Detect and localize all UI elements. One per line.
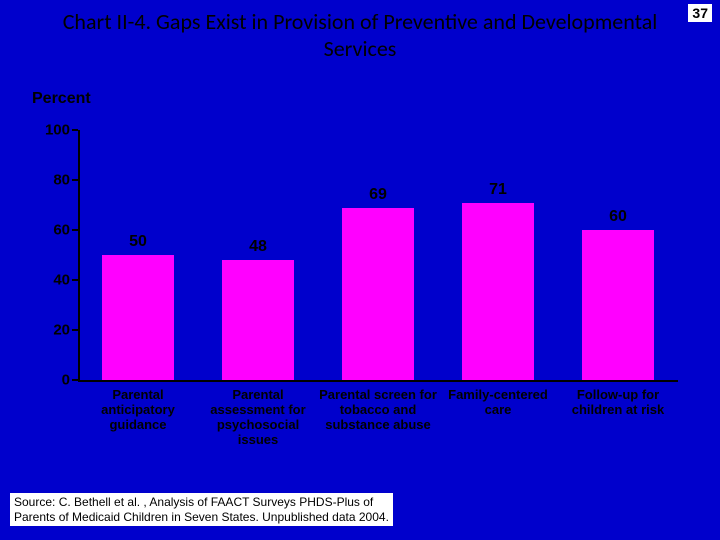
bar: 48 — [222, 260, 294, 380]
y-tick-label: 20 — [30, 322, 70, 339]
category-label: Parental assessment for psychosocial iss… — [198, 388, 318, 448]
category-label: Follow-up for children at risk — [558, 388, 678, 418]
source-line-1: Source: C. Bethell et al. , Analysis of … — [14, 495, 373, 509]
chart-title: Chart II-4. Gaps Exist in Provision of P… — [60, 8, 660, 62]
bar: 50 — [102, 255, 174, 380]
bar-value-label: 71 — [462, 181, 534, 199]
category-label: Family-centered care — [438, 388, 558, 418]
bar-value-label: 48 — [222, 238, 294, 256]
bar: 60 — [582, 230, 654, 380]
y-tick-label: 80 — [30, 172, 70, 189]
bar: 69 — [342, 208, 414, 381]
y-tick-label: 60 — [30, 222, 70, 239]
bar-value-label: 60 — [582, 208, 654, 226]
page-number-text: 37 — [692, 5, 708, 21]
category-label: Parental screen for tobacco and substanc… — [318, 388, 438, 433]
chart-plot-area: 50 48 69 71 60 — [78, 130, 678, 380]
y-tick-label: 0 — [30, 372, 70, 389]
page-number: 37 — [688, 4, 712, 22]
x-axis-line — [78, 380, 678, 382]
bar-value-label: 50 — [102, 233, 174, 251]
category-label: Parental anticipatory guidance — [78, 388, 198, 433]
source-line-2: Parents of Medicaid Children in Seven St… — [14, 510, 389, 524]
y-tick-label: 100 — [30, 122, 70, 139]
bar: 71 — [462, 203, 534, 381]
source-citation: Source: C. Bethell et al. , Analysis of … — [10, 493, 393, 526]
slide: 37 Chart II-4. Gaps Exist in Provision o… — [0, 0, 720, 540]
y-axis-title: Percent — [32, 90, 91, 108]
bar-value-label: 69 — [342, 186, 414, 204]
y-tick-label: 40 — [30, 272, 70, 289]
